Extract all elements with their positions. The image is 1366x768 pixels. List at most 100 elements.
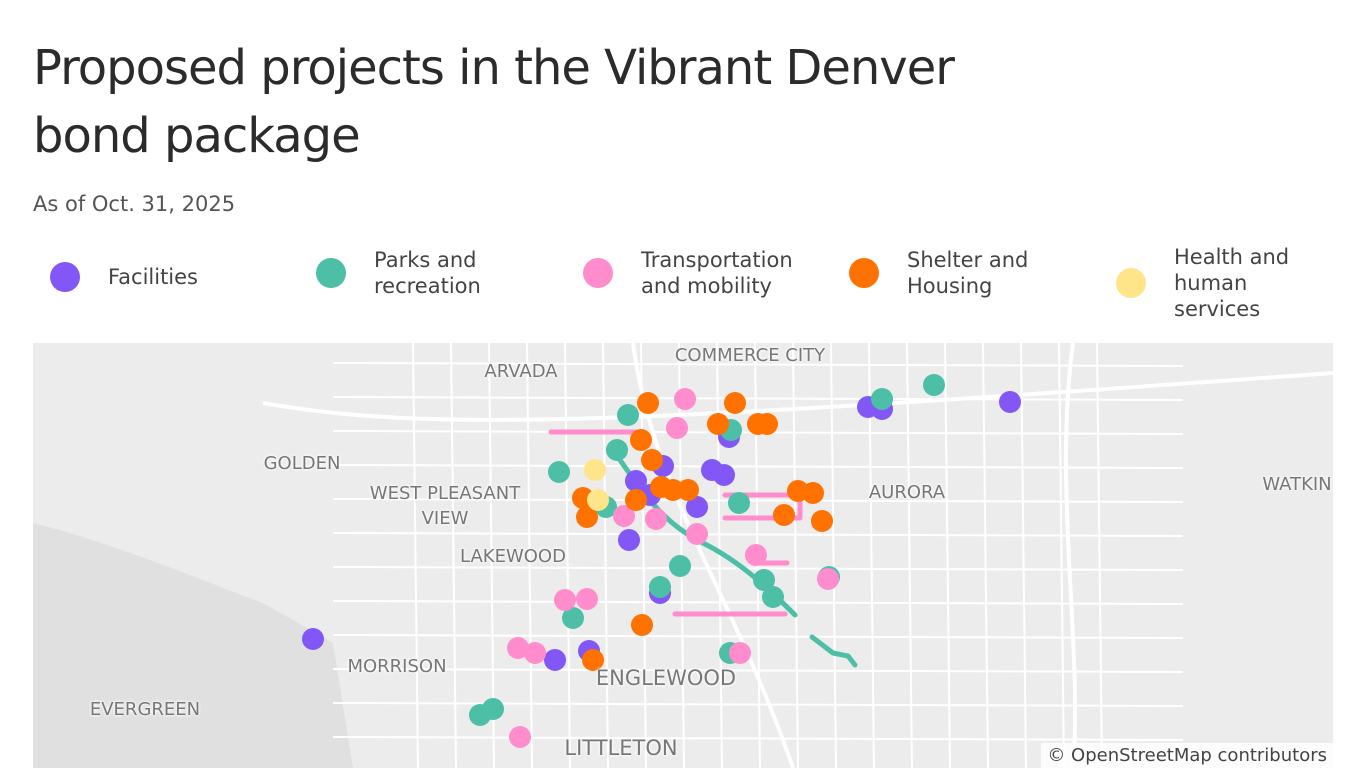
road (332, 362, 1184, 367)
project-marker (773, 504, 795, 526)
legend-item: Shelter and Housing (849, 247, 1067, 299)
highway (262, 371, 1333, 422)
project-marker (811, 510, 833, 532)
place-label: WATKIN (1262, 474, 1332, 495)
road (332, 464, 1184, 469)
project-marker (582, 649, 604, 671)
project-marker (745, 544, 767, 566)
place-label: WEST PLEASANT VIEW (369, 483, 521, 529)
project-marker (631, 614, 653, 636)
project-marker (871, 388, 893, 410)
project-marker (713, 464, 735, 486)
road (332, 634, 1184, 639)
legend-label: Transportation and mobility (641, 248, 793, 298)
project-marker (686, 496, 708, 518)
project-marker (677, 479, 699, 501)
road (332, 600, 1184, 605)
project-marker (584, 459, 606, 481)
project-marker (587, 489, 609, 511)
project-marker (625, 489, 647, 511)
project-marker (645, 508, 667, 530)
road (412, 343, 419, 768)
project-marker (554, 589, 576, 611)
road (830, 343, 837, 768)
road (792, 343, 799, 768)
road (1058, 343, 1065, 768)
road (526, 343, 533, 768)
project-marker (756, 413, 778, 435)
road (332, 736, 1184, 741)
project-marker (728, 492, 750, 514)
legend-item: Facilities (50, 262, 268, 292)
attribution: © OpenStreetMap contributors (1041, 743, 1333, 768)
legend-item: Health and human services (1116, 244, 1334, 322)
project-marker (641, 449, 663, 471)
road (944, 343, 951, 768)
project-marker (482, 698, 504, 720)
roads (262, 343, 1333, 768)
road (332, 566, 1184, 571)
place-label: ENGLEWOOD (595, 666, 737, 690)
project-marker (576, 588, 598, 610)
road (332, 498, 1184, 503)
legend-label: Parks and recreation (374, 248, 481, 298)
road (332, 396, 1184, 401)
legend-swatch (50, 262, 80, 292)
markers (302, 374, 1021, 748)
road (488, 343, 495, 768)
project-marker (669, 555, 691, 577)
project-marker (618, 529, 640, 551)
project-marker (625, 470, 647, 492)
title: Proposed projects in the Vibrant Denver … (33, 40, 955, 164)
road (450, 343, 457, 768)
place-label: LAKEWOOD (460, 546, 566, 567)
project-marker (707, 413, 729, 435)
road (1096, 343, 1103, 768)
project-marker (562, 607, 584, 629)
project-marker (762, 586, 784, 608)
legend-item: Parks and recreation (316, 247, 534, 299)
project-marker (613, 505, 635, 527)
project-marker (649, 576, 671, 598)
place-label: COMMERCE CITY (674, 345, 826, 366)
place-label: EVERGREEN (89, 699, 201, 720)
highway (1064, 343, 1078, 768)
road (564, 343, 571, 768)
project-marker (729, 642, 751, 664)
place-label: LITTLETON (564, 736, 678, 760)
road (640, 343, 647, 768)
road (332, 668, 1184, 673)
project-marker (817, 568, 839, 590)
legend-label: Health and human services (1174, 245, 1290, 321)
project-marker (923, 374, 945, 396)
legend-label: Facilities (108, 265, 198, 289)
project-marker (617, 404, 639, 426)
place-label: ARVADA (484, 361, 558, 382)
project-marker (507, 637, 529, 659)
project-marker (724, 392, 746, 414)
project-marker (637, 392, 659, 414)
legend-item: Transportation and mobility (583, 247, 801, 299)
road (982, 343, 989, 768)
legend-label: Shelter and Housing (907, 248, 1029, 298)
project-marker (999, 391, 1021, 413)
project-marker (606, 439, 628, 461)
legend-swatch (1116, 268, 1146, 298)
road (1020, 343, 1027, 768)
project-marker (509, 726, 531, 748)
road (602, 343, 609, 768)
place-label: GOLDEN (263, 453, 341, 474)
project-marker (302, 628, 324, 650)
road (906, 343, 913, 768)
project-marker (753, 569, 775, 591)
legend-swatch (583, 258, 613, 288)
map (33, 343, 1333, 768)
project-marker (666, 417, 688, 439)
legend-swatch (849, 258, 879, 288)
project-marker (630, 429, 652, 451)
road (332, 532, 1184, 537)
place-label: MORRISON (347, 656, 447, 677)
road (332, 702, 1184, 707)
project-marker (576, 506, 598, 528)
terrain (33, 523, 353, 768)
